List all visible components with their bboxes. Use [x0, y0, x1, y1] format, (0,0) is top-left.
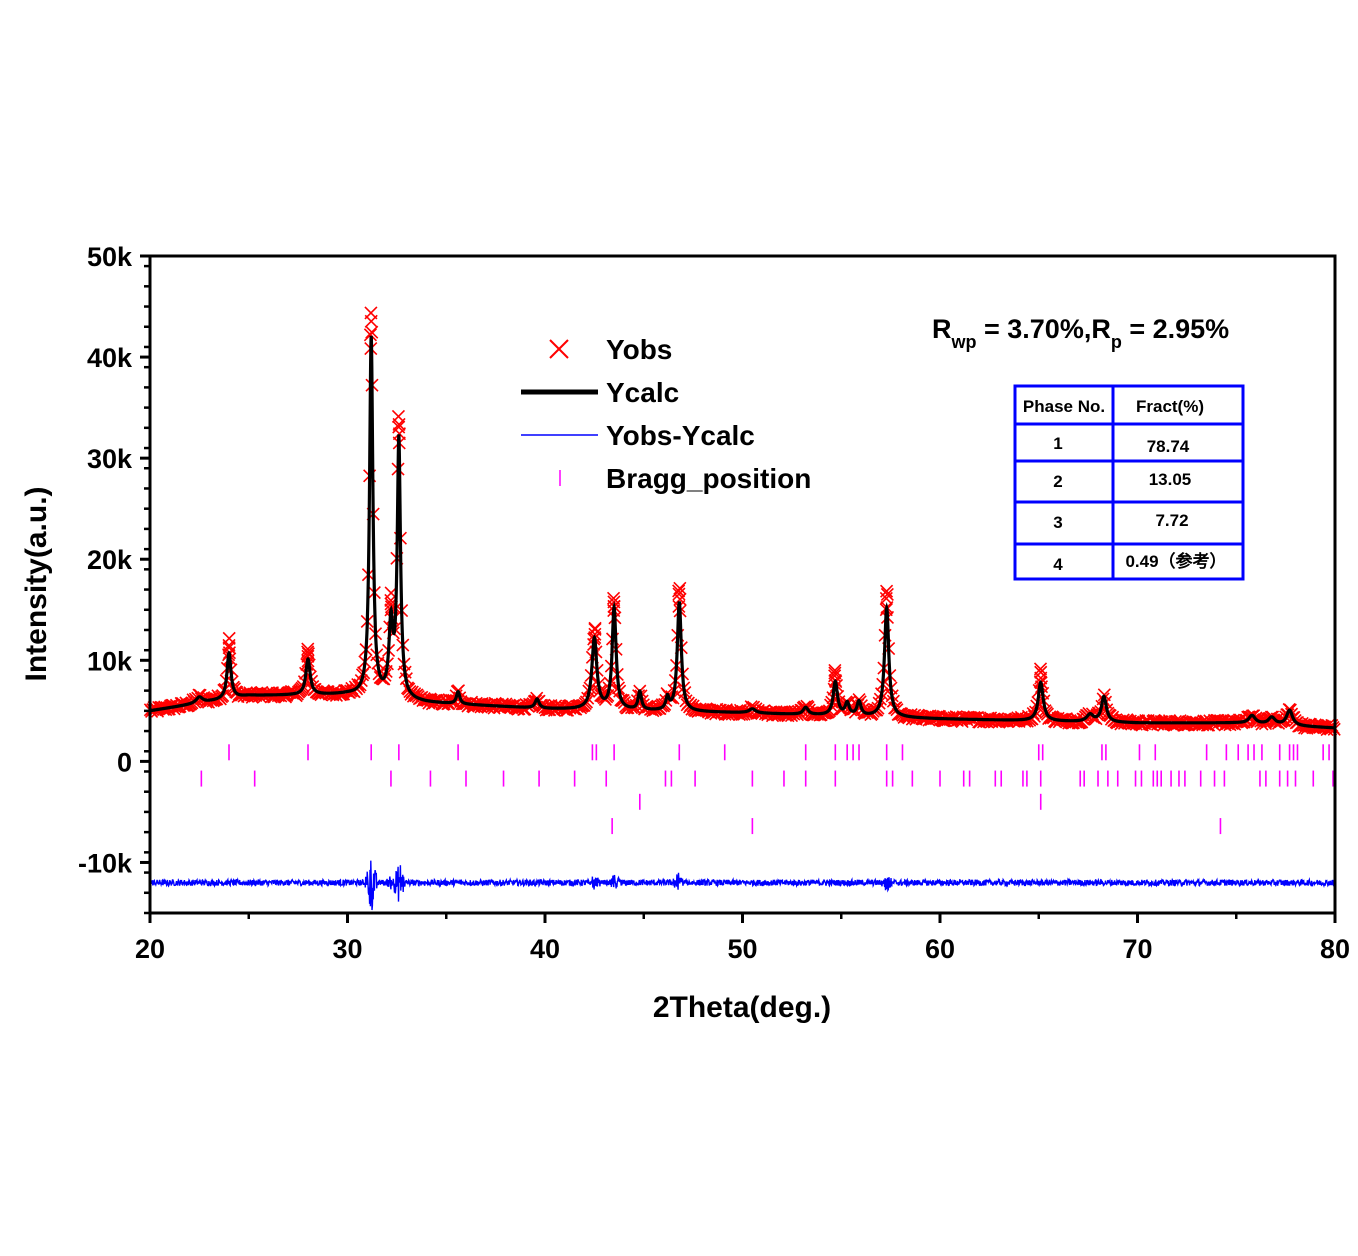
legend-label-bragg: Bragg_position	[606, 463, 811, 494]
yobs-marker	[391, 409, 406, 424]
legend-marker-yobs	[549, 339, 569, 359]
x-tick-label: 50	[727, 934, 757, 964]
y-tick-label: 40k	[87, 343, 133, 373]
table-cell-fraction: 0.49（参考）	[1125, 551, 1226, 571]
yobs-marker	[828, 666, 842, 680]
plot-layer	[143, 306, 1341, 911]
yobs-marker	[222, 631, 236, 645]
y-tick-label: 0	[117, 747, 132, 777]
table-cell-phase: 4	[1053, 555, 1063, 574]
table-cell-phase: 1	[1053, 434, 1062, 453]
yobs-marker	[607, 595, 621, 609]
yobs-marker	[363, 328, 377, 342]
yobs-marker	[588, 621, 602, 635]
x-tick-label: 20	[135, 934, 165, 964]
yobs-marker	[1321, 718, 1335, 732]
yobs-marker	[364, 306, 378, 320]
yobs-marker	[606, 591, 621, 605]
x-tick-label: 70	[1122, 934, 1152, 964]
r-factor-annotation: Rwp = 3.70%,Rp = 2.95%	[932, 314, 1229, 352]
yobs-marker	[673, 581, 687, 595]
x-tick-label: 40	[530, 934, 560, 964]
plot-frame	[148, 254, 1337, 915]
y-tick-label: 20k	[87, 545, 133, 575]
phase-fraction-table: Phase No. Fract(%) 1 78.74 2 13.05 3 7.7…	[1013, 384, 1245, 581]
x-axis-title: 2Theta(deg.)	[653, 991, 831, 1024]
yobs-marker	[1033, 662, 1048, 676]
table-cell-fraction: 7.72	[1155, 511, 1188, 530]
y-axis-title: Intensity(a.u.)	[20, 486, 53, 681]
axes-layer: 20 30 40 50 60 70 80 -10k 0 10k 20k 30k 40k 50k	[78, 242, 1350, 964]
yobs-marker	[828, 669, 842, 683]
series-bragg-position	[200, 744, 1334, 835]
yobs-marker	[222, 641, 236, 655]
series-ycalc	[149, 335, 1336, 730]
table-header-fraction: Fract(%)	[1136, 397, 1204, 416]
table-border	[1013, 384, 1245, 581]
y-tick-label: 30k	[87, 444, 133, 474]
table-cell-phase: 2	[1053, 472, 1062, 491]
legend-label-ycalc: Ycalc	[606, 377, 679, 408]
legend-label-yobs: Yobs	[606, 334, 672, 365]
x-tick-label: 60	[925, 934, 955, 964]
yobs-marker	[672, 584, 686, 598]
yobs-marker	[672, 587, 686, 601]
yobs-marker	[222, 638, 236, 652]
y-tick-label: 10k	[87, 646, 133, 676]
yobs-marker	[365, 325, 379, 339]
yobs-marker	[1034, 665, 1048, 679]
series-yobs-minus-ycalc	[149, 860, 1336, 911]
legend-label-diff: Yobs-Ycalc	[606, 420, 755, 451]
table-header-phase: Phase No.	[1023, 397, 1105, 416]
x-tick-label: 30	[332, 934, 362, 964]
table-cell-phase: 3	[1053, 513, 1062, 532]
yobs-marker	[301, 645, 315, 659]
yobs-marker	[588, 627, 602, 641]
y-tick-label: -10k	[78, 848, 133, 878]
yobs-marker	[392, 420, 406, 434]
table-cell-fraction: 78.74	[1147, 437, 1190, 456]
yobs-marker	[828, 663, 842, 677]
y-tick-label: 50k	[87, 242, 133, 272]
legend: Yobs Ycalc Yobs-Ycalc Bragg_position	[521, 334, 811, 494]
yobs-marker	[301, 642, 315, 656]
yobs-marker	[880, 587, 894, 601]
yobs-marker	[880, 584, 894, 598]
x-tick-label: 80	[1320, 934, 1350, 964]
table-cell-fraction: 13.05	[1149, 470, 1192, 489]
